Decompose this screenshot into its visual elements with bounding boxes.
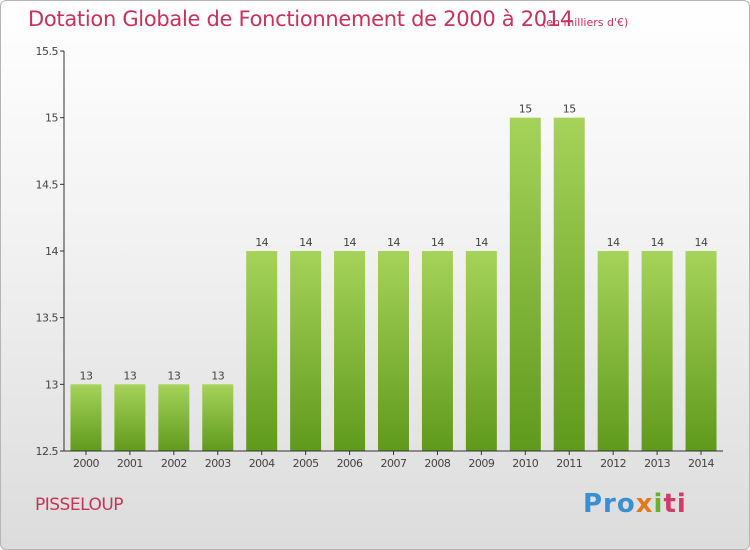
logo-part: Pro [583, 489, 636, 519]
commune-name: PISSELOUP [35, 495, 124, 515]
logo-part: x [635, 489, 654, 519]
data-label: 14 [255, 236, 268, 249]
data-label: 13 [79, 369, 92, 382]
bar [509, 117, 541, 452]
x-tick-label: 2011 [556, 457, 582, 470]
chart-subtitle: (en milliers d'€) [542, 16, 629, 29]
bar [114, 384, 146, 451]
y-tick-label: 13.5 [36, 312, 59, 325]
bar [290, 251, 322, 451]
x-tick-label: 2001 [117, 457, 143, 470]
bar [202, 384, 234, 451]
bar [597, 251, 629, 451]
y-tick-label: 15.5 [36, 45, 59, 58]
x-tick-label: 2014 [688, 457, 714, 470]
axes-group: 12.5 13 13.5 14 14.5 15 15.5 2000 2001 2002 2003 20… [36, 45, 723, 470]
data-label: 14 [607, 236, 620, 249]
x-tick-label: 2006 [337, 457, 363, 470]
data-label: 13 [211, 369, 224, 382]
y-tick-label: 13 [45, 378, 58, 391]
x-tick-label: 2004 [249, 457, 275, 470]
y-tick-label: 14.5 [36, 178, 59, 191]
data-label: 14 [299, 236, 312, 249]
data-label: 14 [431, 236, 444, 249]
x-tick-label: 2005 [293, 457, 319, 470]
x-tick-label: 2002 [161, 457, 187, 470]
x-tick-label: 2010 [512, 457, 538, 470]
bars-group: 13 13 13 13 14 14 14 14 14 14 15 15 14 14 14 [70, 103, 717, 452]
bar [421, 251, 453, 451]
data-label: 15 [563, 103, 576, 116]
data-label: 14 [475, 236, 488, 249]
x-tick-label: 2003 [205, 457, 231, 470]
logo-part: i [653, 489, 664, 519]
data-label: 14 [387, 236, 400, 249]
chart-title: Dotation Globale de Fonctionnement de 20… [28, 7, 573, 31]
proxiti-logo: Proxiti [583, 489, 687, 519]
x-tick-label: 2007 [381, 457, 407, 470]
logo-part: ti [663, 489, 687, 519]
x-tick-label: 2012 [600, 457, 626, 470]
bar [641, 251, 673, 451]
bar [246, 251, 278, 451]
data-label: 14 [695, 236, 708, 249]
x-tick-label: 2000 [73, 457, 99, 470]
y-tick-label: 15 [45, 112, 58, 125]
y-tick-label: 14 [45, 245, 58, 258]
data-label: 15 [519, 103, 532, 116]
x-tick-label: 2013 [644, 457, 670, 470]
data-label: 13 [167, 369, 180, 382]
bar [465, 251, 497, 451]
x-tick-label: 2009 [468, 457, 494, 470]
bar [334, 251, 366, 451]
bar [378, 251, 409, 451]
x-tick-label: 2008 [424, 457, 450, 470]
data-label: 14 [651, 236, 664, 249]
data-label: 13 [123, 369, 136, 382]
bar [685, 251, 717, 451]
y-tick-label: 12.5 [36, 445, 59, 458]
data-label: 14 [343, 236, 356, 249]
bar [553, 117, 585, 452]
bar [158, 384, 190, 451]
bar [70, 384, 102, 451]
